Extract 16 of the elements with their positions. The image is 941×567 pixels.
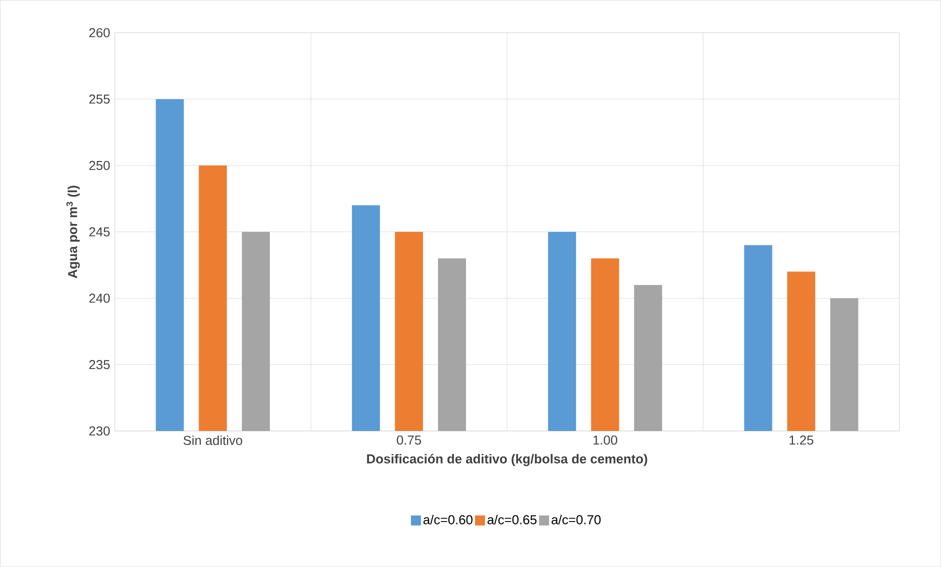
legend-label: a/c=0.60 — [423, 514, 472, 524]
x-tick-label: 0.75 — [396, 436, 422, 445]
x-axis-title: Dosificación de aditivo (kg/bolsa de cemento) — [367, 454, 648, 466]
legend-label: a/c=0.65 — [488, 514, 537, 524]
x-tick-label: 1.00 — [593, 436, 618, 445]
y-tick-label: 240 — [89, 294, 110, 303]
x-tick-label: Sin aditivo — [184, 436, 242, 446]
y-tick-label: 245 — [89, 227, 110, 237]
y-axis-title: Agua por m$^{3}$ (l) — [66, 186, 80, 278]
y-tick-label: 250 — [89, 161, 110, 170]
y-tick-label: 255 — [89, 94, 110, 104]
legend-label: a/c=0.70 — [552, 514, 601, 524]
y-tick-label: 235 — [89, 360, 110, 370]
y-tick-label: 230 — [89, 426, 110, 436]
y-tick-label: 260 — [89, 28, 110, 38]
x-tick-label: 1.25 — [790, 436, 814, 445]
